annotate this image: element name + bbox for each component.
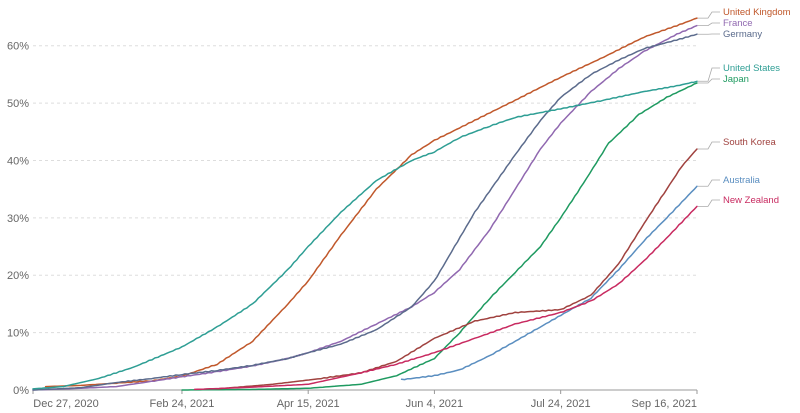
y-tick-label: 20% <box>7 270 29 282</box>
y-tick-label: 50% <box>7 98 29 110</box>
series-line-france <box>32 24 698 391</box>
series-label: Germany <box>723 29 762 40</box>
series-label: United States <box>723 63 780 74</box>
series-line-united-states <box>32 80 698 390</box>
y-tick-label: 40% <box>7 155 29 167</box>
x-tick-label: Apr 15, 2021 <box>277 398 340 410</box>
y-tick-label: 10% <box>7 328 29 340</box>
label-leader <box>698 141 720 150</box>
x-tick-label: Jul 24, 2021 <box>531 398 591 410</box>
series-line-new-zealand <box>193 205 698 391</box>
label-leader <box>698 22 720 27</box>
label-leader <box>698 67 720 82</box>
series-label: Japan <box>723 74 749 85</box>
series-line-japan <box>181 82 698 391</box>
y-tick-label: 60% <box>7 41 29 53</box>
axes: 0% 10% 20% 30% 40% 50% 60% Dec 27, 2020 Feb 24, … <box>7 41 698 410</box>
x-tick-label: Feb 24, 2021 <box>150 398 215 410</box>
series-line-australia <box>400 185 698 381</box>
series-label: France <box>723 18 753 29</box>
series-line-south-korea <box>216 148 698 390</box>
label-leader <box>698 199 720 207</box>
x-tick-label: Sep 16, 2021 <box>632 398 697 410</box>
series-lines <box>32 17 698 391</box>
x-tick-label: Jun 4, 2021 <box>406 398 464 410</box>
label-leader <box>698 179 720 187</box>
y-tick-label: 0% <box>13 385 29 397</box>
series-label: United Kingdom <box>723 7 791 18</box>
x-tick-label: Dec 27, 2020 <box>33 398 98 410</box>
y-tick-label: 30% <box>7 213 29 225</box>
series-label: South Korea <box>723 137 777 148</box>
series-label: New Zealand <box>723 195 779 206</box>
series-line-germany <box>32 33 698 391</box>
label-leader <box>698 78 720 84</box>
gridlines <box>33 45 697 334</box>
label-leader <box>698 11 720 19</box>
series-label: Australia <box>723 175 761 186</box>
